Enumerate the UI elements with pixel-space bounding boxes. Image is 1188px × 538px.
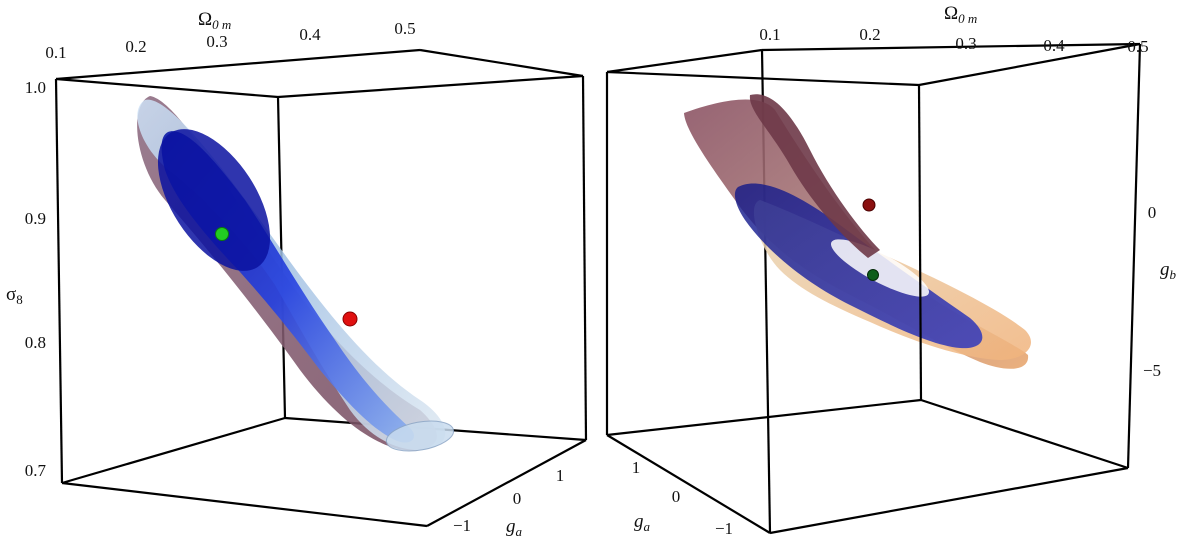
left-reference-marker	[342, 311, 358, 327]
right-inner-hole	[830, 239, 930, 297]
left-ga-label: ga	[506, 516, 523, 538]
left-end-cap	[385, 420, 455, 452]
right-chart: 0.1 0.2 0.3 0.4 0.5 Ω0 m 0 −5 gb 1 0 −1 …	[605, 3, 1177, 538]
right-omega-tick: 0.5	[1127, 37, 1148, 56]
left-sigma-label: σ8	[6, 284, 23, 307]
right-gb-label: gb	[1160, 259, 1177, 282]
right-ga-tick: 0	[672, 487, 681, 506]
left-surfaces	[137, 96, 455, 452]
right-gb-ticks: 0 −5	[1143, 203, 1161, 380]
right-omega-label: Ω0 m	[944, 3, 977, 26]
left-chart: 0.1 0.2 0.3 0.4 0.5 Ω0 m 1.0 0.9 0.8 0.7…	[6, 9, 588, 538]
right-gb-tick: −5	[1143, 361, 1161, 380]
left-omega-tick: 0.1	[45, 43, 66, 62]
right-surfaces	[684, 94, 1031, 369]
right-omega-ticks: 0.1 0.2 0.3 0.4 0.5	[759, 25, 1148, 56]
left-omega-tick: 0.3	[206, 32, 227, 51]
left-sigma-tick: 1.0	[25, 78, 46, 97]
right-ga-ticks: 1 0 −1	[632, 458, 733, 538]
right-ga-label: ga	[634, 511, 651, 534]
left-box-front	[54, 48, 588, 528]
right-omega-tick: 0.2	[859, 25, 880, 44]
left-ga-tick: 1	[556, 466, 565, 485]
left-omega-tick: 0.5	[394, 19, 415, 38]
left-ga-tick: −1	[453, 516, 471, 535]
right-best-fit-marker	[867, 269, 879, 281]
left-ga-ticks: 1 0 −1	[453, 466, 564, 535]
right-omega-tick: 0.1	[759, 25, 780, 44]
left-omega-tick: 0.4	[299, 25, 321, 44]
right-top-shell	[749, 94, 880, 258]
left-ga-tick: 0	[513, 489, 522, 508]
left-sigma-tick: 0.8	[25, 333, 46, 352]
left-omega-tick: 0.2	[125, 37, 146, 56]
left-sigma-tick: 0.9	[25, 209, 46, 228]
right-ga-tick: 1	[632, 458, 641, 477]
right-gb-tick: 0	[1148, 203, 1157, 222]
left-sigma-ticks: 1.0 0.9 0.8 0.7	[25, 78, 47, 480]
left-sigma-tick: 0.7	[25, 461, 47, 480]
left-best-fit-marker	[215, 227, 229, 241]
right-omega-tick: 0.3	[955, 34, 976, 53]
right-omega-tick: 0.4	[1043, 36, 1065, 55]
right-box-front	[605, 42, 1142, 535]
left-inner-cap	[157, 129, 271, 271]
left-omega-ticks: 0.1 0.2 0.3 0.4 0.5	[45, 19, 415, 62]
left-omega-label: Ω0 m	[198, 9, 231, 32]
right-ga-tick: −1	[715, 519, 733, 538]
right-reference-marker	[862, 198, 876, 212]
